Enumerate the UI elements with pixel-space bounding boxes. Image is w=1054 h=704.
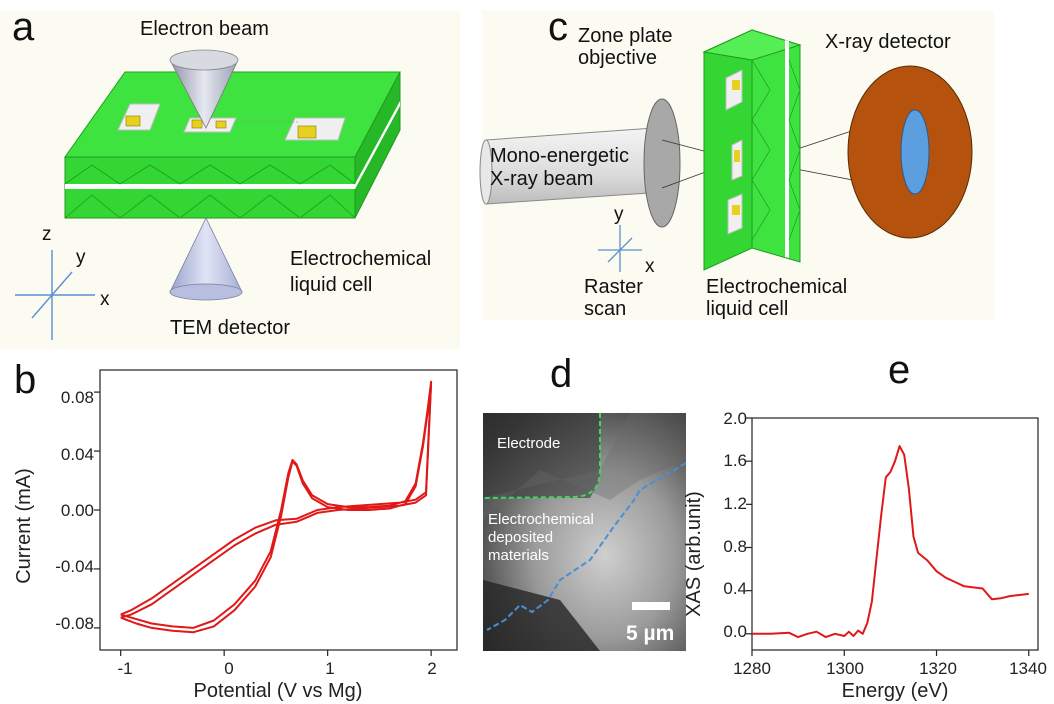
cell-c-gap: [785, 40, 789, 258]
cell-c-electrode-bottom: [732, 205, 740, 215]
deposit-boundary: [486, 462, 687, 631]
beam-label-1: Mono-energetic: [490, 145, 629, 167]
panel-c: c Zone plate objective X-ray detector Mo…: [479, 5, 994, 320]
plot-e-ticks: [746, 417, 1030, 656]
plot-e-xtick-label: 1340: [1009, 659, 1047, 678]
cell-c-side: [751, 29, 801, 263]
plot-e-xlabel: Energy (eV): [842, 680, 949, 702]
sem-electrode-region: [483, 413, 600, 498]
cell-gap-side: [355, 101, 400, 189]
xray-beam-end: [479, 139, 493, 205]
plot-b-ylabel: Current (mA): [13, 468, 35, 584]
beam-label-2: X-ray beam: [490, 168, 593, 190]
plot-b-ytick-label: 0.08: [61, 388, 94, 407]
deposit-label-1: Electrochemical: [488, 511, 594, 528]
cell-c-top: [702, 29, 802, 61]
electrode-label: Electrode: [497, 435, 560, 452]
electrode-center: [191, 119, 203, 129]
plot-b-ytick-label: 0.00: [61, 501, 94, 520]
plot-e-ytick-label: 1.2: [723, 494, 747, 513]
cell-label-a-2: liquid cell: [290, 274, 372, 296]
panel-c-letter: c: [548, 5, 568, 49]
plot-e-frame: [751, 417, 1039, 651]
electrode-right: [297, 125, 317, 139]
plot-b-ytick-label: -0.08: [55, 614, 94, 633]
scale-bar: [632, 602, 670, 610]
panel-d: d Electrode Electrochemical deposited ma…: [482, 352, 687, 651]
zone-plate-label-1: Zone plate: [578, 25, 673, 47]
cell-c-electrode-mid: [734, 150, 740, 162]
scale-bar-label: 5 µm: [626, 622, 674, 645]
sem-dark-corner: [483, 580, 600, 651]
plot-e-ytick-label: 0.8: [723, 537, 747, 556]
plot-b-series: [120, 380, 433, 634]
xray-detector-center: [900, 109, 930, 195]
series-line-0: [752, 445, 1029, 639]
plot-b-ticks: [94, 391, 432, 656]
plot-b-xtick-label: 0: [224, 659, 233, 678]
electrode-left: [125, 115, 141, 127]
deposit-label-2: deposited: [488, 529, 553, 546]
axes-a: [15, 250, 95, 340]
plot-e-xtick-label: 1320: [919, 659, 957, 678]
cell-label-a-1: Electrochemical: [290, 248, 431, 270]
plot-e-xtick-label: 1300: [826, 659, 864, 678]
axis-c-x-label: x: [645, 256, 655, 277]
cell-c-electrode-top: [732, 80, 740, 90]
plot-e-ytick-label: 2.0: [723, 409, 747, 428]
plot-b-xlabel: Potential (V vs Mg): [194, 680, 363, 702]
plot-b-ytick-label: -0.04: [55, 557, 94, 576]
axis-c-y-label: y: [614, 204, 624, 225]
electrode-boundary: [482, 413, 601, 499]
axes-c: [598, 225, 642, 272]
plot-b-ytick-label: 0.04: [61, 445, 94, 464]
axis-x-label: x: [100, 289, 110, 310]
xray-detector-label: X-ray detector: [825, 31, 951, 53]
panel-e: e XAS (arb.unit) Energy (eV) 1280 1300 1…: [683, 348, 1047, 702]
sem-shade: [483, 413, 686, 520]
raster-label-1: Raster: [584, 276, 643, 298]
electron-beam-cone-top: [169, 49, 239, 71]
zone-plate-label-2: objective: [578, 47, 657, 69]
plot-e-ytick-label: 1.6: [723, 451, 747, 470]
deposit-label-3: materials: [488, 547, 549, 564]
plot-b-xtick-label: 1: [325, 659, 334, 678]
raster-label-2: scan: [584, 298, 626, 320]
tem-detector-label: TEM detector: [170, 317, 290, 339]
panel-a: a Electron beam Electrochemical liq: [0, 5, 460, 350]
plot-e-ytick-label: 0.0: [723, 622, 747, 641]
cell-gap-front: [65, 184, 355, 189]
cell-facets: [64, 164, 356, 219]
electrode-center-2: [215, 120, 227, 129]
electron-beam-label: Electron beam: [140, 18, 269, 40]
cell-label-c-2: liquid cell: [706, 298, 788, 320]
panel-b-letter: b: [14, 358, 36, 402]
plot-e-xtick-label: 1280: [733, 659, 771, 678]
plot-e-series: [752, 445, 1029, 639]
plot-e-ytick-label: 0.4: [723, 579, 747, 598]
plot-b-frame: [99, 369, 458, 651]
tem-detector-base: [169, 283, 243, 301]
plot-b-xtick-label: -1: [117, 659, 132, 678]
axis-z-label: z: [42, 224, 52, 245]
cell-label-c-1: Electrochemical: [706, 276, 847, 298]
panel-a-letter: a: [12, 5, 35, 49]
zone-plate-lens: [643, 98, 681, 228]
panel-e-letter: e: [888, 348, 910, 392]
panel-d-letter: d: [550, 352, 572, 396]
plot-b-xtick-label: 2: [427, 659, 436, 678]
series-line-1: [120, 382, 433, 634]
plot-e-ylabel: XAS (arb.unit): [683, 491, 705, 617]
axis-y-label: y: [76, 247, 86, 268]
series-line-0: [120, 380, 433, 629]
cell-c-facets: [751, 59, 801, 241]
panel-b: b Current (mA) Potential (V vs Mg) -1 0 …: [13, 358, 458, 702]
